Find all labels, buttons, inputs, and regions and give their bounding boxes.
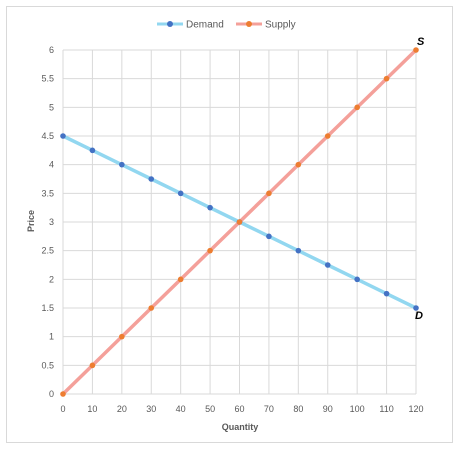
y-tick-label: 1.5 — [41, 303, 54, 313]
supply-point — [148, 305, 155, 311]
y-tick-label: 2.5 — [41, 246, 54, 256]
demand-point — [295, 247, 302, 254]
demand-point — [89, 147, 96, 154]
supply-point — [413, 47, 419, 53]
demand-curve-label: D — [415, 310, 423, 322]
supply-point — [354, 104, 360, 111]
y-axis-title: Price — [26, 210, 36, 232]
demand-point — [383, 290, 390, 297]
y-tick-label: 6 — [49, 45, 54, 55]
supply-point — [89, 362, 96, 369]
legend-label-demand: Demand — [186, 20, 224, 31]
demand-point — [60, 133, 66, 139]
demand-point — [354, 276, 360, 283]
demand-point — [266, 233, 272, 240]
y-tick-label: 0 — [49, 389, 54, 399]
legend-marker-demand — [167, 21, 173, 27]
x-tick-label: 100 — [350, 404, 365, 414]
demand-point — [324, 262, 331, 268]
demand-point — [207, 204, 213, 211]
y-tick-label: 4.5 — [41, 131, 54, 141]
supply-point — [266, 190, 272, 197]
x-tick-label: 90 — [323, 404, 333, 414]
y-axis-ticks: 0 0.5 1 1.5 2 2.5 3 3.5 4 4.5 5 5.5 6 — [41, 45, 54, 399]
legend-label-supply: Supply — [265, 20, 296, 31]
supply-point — [383, 75, 390, 82]
x-axis-title: Quantity — [222, 422, 259, 432]
y-tick-label: 5.5 — [41, 74, 54, 84]
supply-point — [60, 391, 66, 397]
x-tick-label: 70 — [264, 404, 274, 414]
supply-point — [236, 219, 243, 225]
legend-marker-supply — [246, 21, 252, 27]
demand-point — [148, 176, 155, 182]
supply-point — [207, 247, 213, 254]
legend-item-supply: Supply — [236, 20, 296, 31]
legend: Demand Supply — [157, 20, 296, 31]
x-tick-label: 30 — [146, 404, 156, 414]
y-tick-label: 0.5 — [41, 360, 54, 370]
series-markers — [60, 47, 419, 397]
x-tick-label: 110 — [379, 404, 393, 414]
supply-point — [324, 133, 331, 139]
y-tick-label: 1 — [49, 332, 54, 342]
y-tick-label: 3.5 — [41, 188, 54, 198]
x-tick-label: 10 — [87, 404, 97, 414]
x-axis-ticks: 0 10 20 30 40 50 60 70 80 90 100 110 120 — [60, 404, 423, 414]
x-tick-label: 0 — [60, 404, 65, 414]
supply-point — [295, 161, 302, 168]
x-tick-label: 120 — [408, 404, 423, 414]
demand-point — [119, 161, 125, 168]
x-tick-label: 80 — [293, 404, 303, 414]
y-tick-label: 5 — [49, 102, 54, 112]
x-tick-label: 50 — [205, 404, 215, 414]
x-tick-label: 20 — [117, 404, 127, 414]
demand-point — [413, 305, 419, 311]
supply-curve-label: S — [417, 36, 425, 48]
y-tick-label: 3 — [49, 217, 54, 227]
supply-point — [119, 333, 125, 340]
demand-point — [177, 190, 184, 197]
x-tick-label: 60 — [234, 404, 244, 414]
legend-item-demand: Demand — [157, 20, 224, 31]
y-tick-label: 2 — [49, 274, 54, 284]
y-tick-label: 4 — [49, 160, 54, 170]
x-tick-label: 40 — [176, 404, 186, 414]
supply-point — [177, 276, 184, 283]
